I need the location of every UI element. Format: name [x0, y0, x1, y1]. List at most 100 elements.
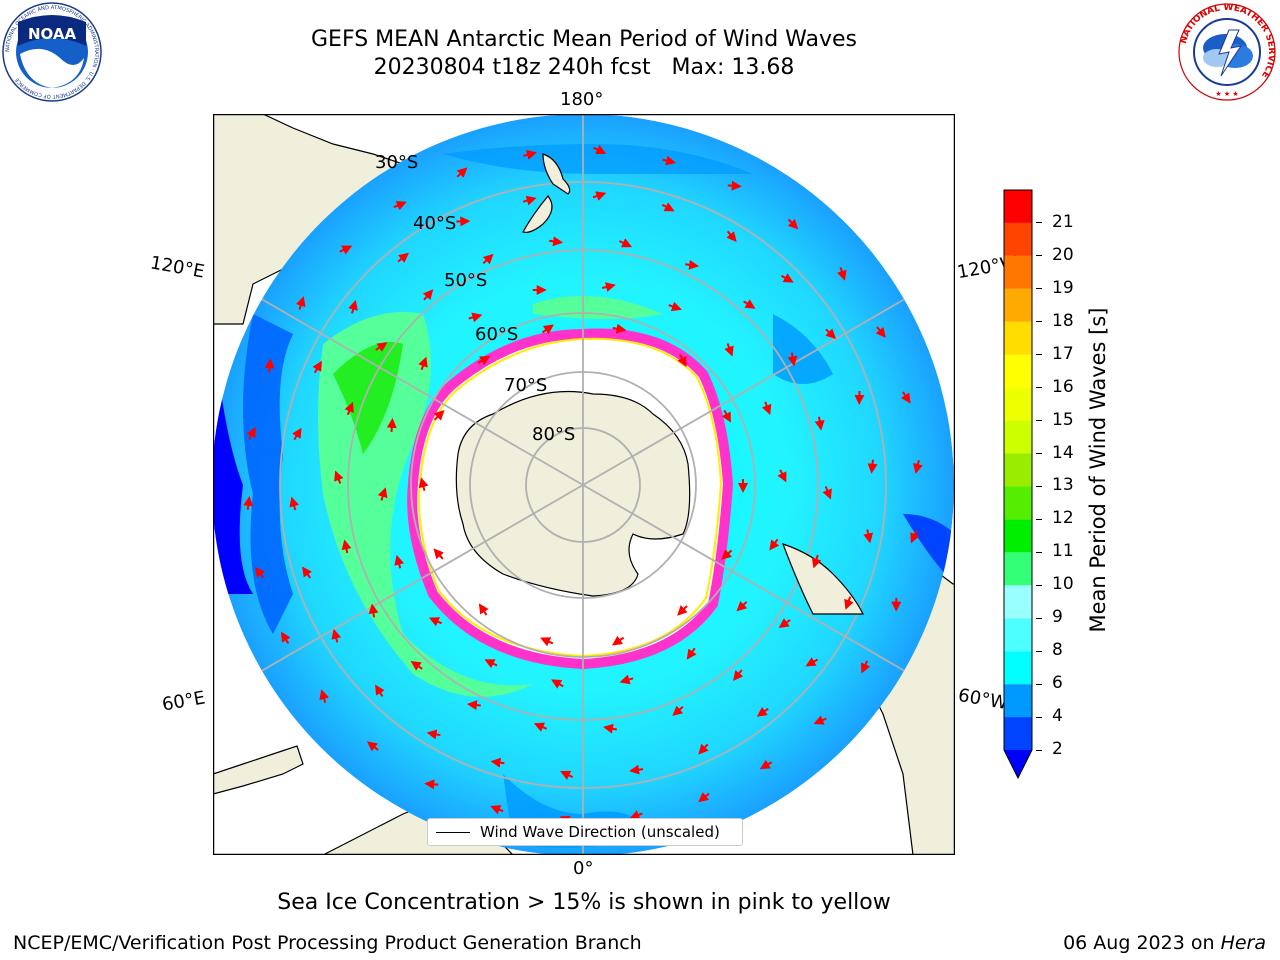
wind-arrow — [743, 299, 756, 309]
wind-arrow — [397, 252, 409, 263]
wind-arrow — [292, 427, 302, 441]
colorbar-tick-mark — [1036, 321, 1042, 323]
colorbar-tick-label: 10 — [1052, 574, 1074, 595]
footer-right: 06 Aug 2023 on Hera — [1063, 932, 1266, 954]
lon-label-180: 180° — [560, 89, 604, 110]
wind-arrow — [661, 202, 675, 212]
colorbar-segment — [1004, 354, 1032, 388]
wind-arrow — [348, 299, 358, 314]
wind-arrow — [698, 792, 710, 803]
wind-arrow — [618, 238, 633, 248]
wind-arrow — [844, 596, 854, 610]
colorbar-tick-label: 11 — [1052, 541, 1074, 562]
wind-arrow — [863, 529, 874, 544]
wind-arrow — [341, 539, 352, 554]
footer-date: 06 Aug 2023 on — [1063, 932, 1221, 954]
colorbar-tick-label: 18 — [1052, 310, 1074, 331]
lat-label-50s: 50°S — [444, 270, 488, 291]
wind-arrow — [289, 496, 299, 511]
wind-arrow — [769, 538, 780, 551]
chart-subtitle: 20230804 t18z 240h fcst Max: 13.68 — [373, 55, 795, 80]
wind-arrow — [312, 360, 322, 374]
colorbar-segment — [1004, 552, 1032, 586]
wind-arrow — [551, 679, 564, 689]
wind-arrow — [456, 167, 468, 178]
colorbar-tick-mark — [1036, 551, 1042, 553]
wind-arrow — [426, 729, 441, 740]
wind-arrow — [428, 617, 443, 627]
wind-direction-arrows — [243, 145, 923, 825]
colorbar-tick-label: 21 — [1052, 211, 1074, 232]
wind-arrow — [490, 757, 505, 768]
wind-arrow — [619, 674, 634, 685]
footer-host: Hera — [1220, 932, 1266, 954]
wind-arrow — [724, 343, 734, 357]
colorbar-tick-mark — [1036, 288, 1042, 290]
colorbar-tick-label: 9 — [1052, 607, 1063, 628]
colorbar-segment — [1004, 288, 1032, 322]
wind-arrow — [375, 342, 388, 352]
colorbar-frame — [1003, 189, 1033, 780]
colorbar-segment — [1004, 222, 1032, 256]
wind-arrow — [781, 273, 794, 283]
legend-line-icon — [436, 831, 470, 833]
wind-arrow — [668, 301, 682, 312]
wind-arrow — [698, 743, 709, 755]
colorbar-label: Mean Period of Wind Waves [s] — [1086, 307, 1110, 633]
noaa-logo: NATIONAL OCEANIC AND ATMOSPHERIC ADMINIS… — [2, 2, 102, 102]
colorbar-tick-mark — [1036, 650, 1042, 652]
colorbar-under-arrow — [1004, 750, 1032, 778]
wind-arrow — [393, 201, 407, 211]
wind-arrow — [394, 554, 405, 569]
lat-label-40s: 40°S — [413, 213, 457, 234]
wind-arrow — [778, 618, 791, 628]
meridians — [213, 114, 954, 855]
colorbar-tick-label: 16 — [1052, 376, 1074, 397]
lon-label-120e: 120°E — [148, 252, 207, 283]
wind-arrow — [549, 236, 564, 247]
wind-arrow — [662, 155, 677, 166]
colorbar-segment — [1004, 618, 1032, 652]
colorbar-tick-mark — [1036, 683, 1042, 685]
colorbar-ticks: 2 4 6 8 9 10 11 12 13 14 15 16 17 18 19 20 21 — [1036, 0, 1086, 960]
wind-arrow — [466, 700, 481, 711]
colorbar-tick-label: 13 — [1052, 475, 1074, 496]
colorbar-tick-mark — [1036, 222, 1042, 224]
wind-arrow — [375, 684, 385, 697]
lat-label-60s: 60°S — [475, 324, 519, 345]
wind-arrow — [522, 195, 537, 206]
colorbar — [1003, 189, 1033, 780]
wind-arrow — [672, 705, 684, 716]
wind-arrow — [686, 647, 697, 660]
land-inside — [522, 153, 864, 615]
colorbar-segment — [1004, 651, 1032, 685]
wind-arrow — [736, 600, 748, 612]
lon-label-0: 0° — [573, 858, 594, 879]
lat-label-80s: 80°S — [532, 424, 576, 445]
nws-logo: NATIONAL WEATHER SERVICE ★ ★ ★ — [1178, 3, 1276, 101]
wind-arrow — [756, 706, 769, 717]
colorbar-tick-mark — [1036, 584, 1042, 586]
wind-arrow — [761, 401, 772, 415]
wind-arrow — [837, 267, 847, 281]
wind-arrow — [377, 487, 388, 501]
wind-arrow — [629, 764, 644, 775]
svg-text:★ ★ ★: ★ ★ ★ — [1215, 90, 1238, 98]
wind-arrow — [593, 145, 607, 155]
wind-arrow — [726, 230, 737, 243]
wind-arrow — [685, 259, 700, 270]
legend-label: Wind Wave Direction (unscaled) — [480, 823, 720, 841]
wind-arrow — [533, 722, 548, 732]
colorbar-tick-label: 14 — [1052, 442, 1074, 463]
wind-arrow — [811, 554, 822, 569]
colorbar-tick-mark — [1036, 716, 1042, 718]
colorbar-segment — [1004, 453, 1032, 487]
wind-arrow — [319, 689, 329, 703]
wind-arrow — [331, 628, 342, 643]
wind-arrow — [611, 635, 625, 646]
footer-left: NCEP/EMC/Verification Post Processing Pr… — [13, 932, 642, 954]
wind-arrow — [433, 548, 444, 560]
noaa-logo-text: NOAA — [28, 25, 77, 43]
colorbar-tick-label: 8 — [1052, 640, 1063, 661]
colorbar-tick-mark — [1036, 387, 1042, 389]
